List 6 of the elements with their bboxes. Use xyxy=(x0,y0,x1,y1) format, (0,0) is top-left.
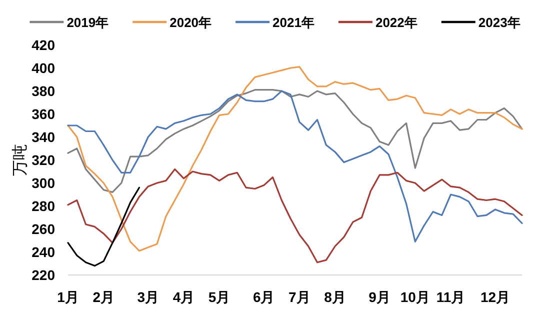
legend-label: 2022年 xyxy=(375,15,418,30)
legend-label: 2020年 xyxy=(170,15,212,30)
ylabel: 万吨 xyxy=(10,144,29,176)
legend-label: 2023年 xyxy=(478,15,520,30)
legend-label: 2019年 xyxy=(66,15,109,30)
legend-label: 2021年 xyxy=(272,15,314,30)
